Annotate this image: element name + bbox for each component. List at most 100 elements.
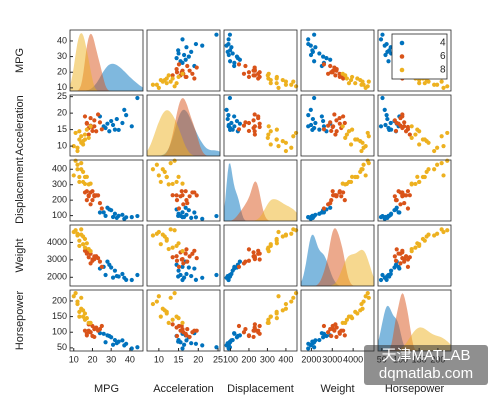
point [172, 291, 177, 296]
point [337, 189, 342, 194]
point [246, 74, 252, 80]
point [353, 81, 358, 86]
point [319, 331, 324, 336]
y-tick-label: 300 [52, 179, 67, 189]
point [120, 271, 125, 277]
y-tick-label: 20 [57, 108, 67, 118]
y-tick-label: 400 [52, 164, 67, 174]
point [350, 174, 355, 179]
point [382, 43, 387, 48]
point [420, 174, 426, 180]
density-area [224, 163, 297, 221]
point [180, 264, 185, 269]
point [103, 272, 108, 278]
point [378, 215, 384, 220]
point [246, 258, 252, 263]
x-axis-label: Acceleration [153, 383, 214, 395]
point [187, 254, 192, 259]
point [214, 213, 219, 219]
point [246, 120, 252, 126]
point [321, 62, 327, 67]
point [200, 216, 205, 221]
point [389, 268, 394, 273]
point [193, 277, 199, 282]
point [400, 190, 405, 195]
point [181, 342, 187, 347]
point [92, 118, 97, 123]
point [241, 261, 247, 266]
point [441, 173, 446, 178]
point [246, 333, 252, 339]
point [333, 73, 338, 78]
point [326, 123, 331, 128]
point [310, 116, 315, 122]
density-area [301, 228, 374, 286]
point [135, 272, 140, 278]
point [225, 116, 230, 122]
point [190, 251, 195, 256]
y-tick-label: 3000 [47, 254, 67, 264]
point [112, 127, 118, 132]
point [326, 330, 331, 335]
legend-label: 6 [440, 51, 446, 62]
point [77, 137, 82, 142]
point [251, 250, 256, 255]
point [413, 132, 418, 137]
point [135, 345, 140, 350]
point [82, 132, 88, 137]
point [445, 130, 450, 136]
point [75, 233, 80, 238]
point [174, 258, 180, 263]
point [176, 51, 181, 56]
point [415, 174, 420, 179]
point [383, 52, 388, 58]
point [394, 205, 399, 210]
point [289, 82, 294, 87]
panel-frame [146, 94, 221, 157]
point [424, 139, 429, 144]
point [344, 132, 349, 137]
panel-frame [300, 159, 375, 222]
point [355, 174, 360, 180]
point [122, 343, 127, 348]
point [84, 316, 89, 321]
density-area [301, 249, 374, 286]
point [337, 121, 342, 126]
point [252, 132, 257, 137]
point [346, 81, 352, 86]
point [317, 127, 322, 132]
point [424, 169, 429, 174]
point [185, 63, 190, 69]
point [359, 82, 364, 87]
point [313, 120, 318, 126]
point [289, 231, 294, 236]
point [393, 128, 399, 134]
point [90, 333, 95, 339]
point [129, 277, 134, 283]
point [321, 118, 326, 124]
y-tick-label: 50 [57, 342, 67, 352]
point [77, 309, 82, 314]
point [251, 118, 256, 123]
point [366, 295, 371, 300]
point [341, 114, 346, 119]
point [90, 323, 95, 329]
point [226, 346, 231, 351]
point [334, 334, 339, 340]
point [274, 236, 279, 242]
point [120, 212, 125, 217]
panel-frame [223, 159, 298, 222]
point [194, 193, 199, 198]
point [340, 320, 345, 325]
point [135, 95, 140, 101]
panel-frame [300, 94, 375, 157]
point [283, 148, 289, 154]
legend-marker [399, 54, 405, 59]
panel-frame [69, 224, 144, 287]
point [82, 114, 88, 119]
point [232, 331, 237, 336]
point [77, 129, 82, 134]
x-tick-label: 20 [193, 354, 203, 364]
point [95, 193, 101, 198]
x-tick-label: 2000 [301, 354, 321, 364]
